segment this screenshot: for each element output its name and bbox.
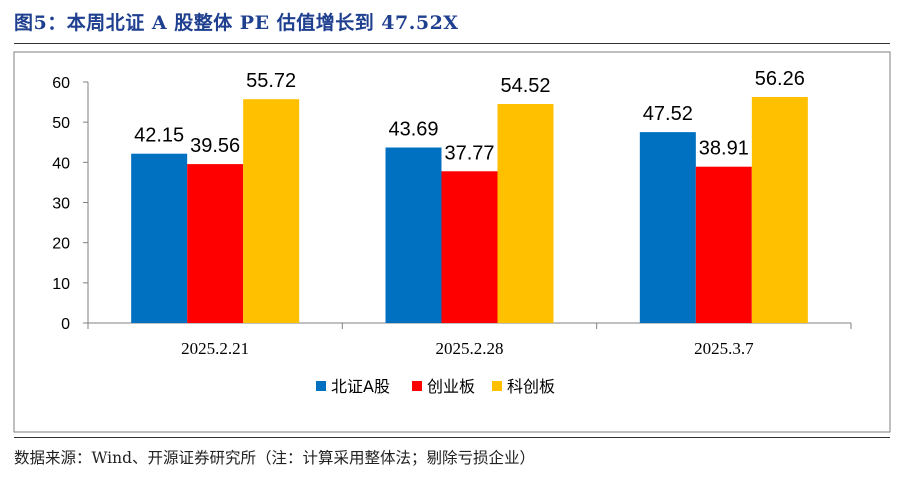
y-tick-label: 30 — [52, 196, 70, 213]
page-title: 图5：本周北证 A 股整体 PE 估值增长到 47.52X — [14, 12, 459, 34]
y-tick-label: 0 — [61, 316, 70, 333]
bar — [385, 147, 442, 323]
data-label: 56.26 — [755, 68, 805, 90]
x-tick-label: 2025.2.28 — [436, 339, 504, 358]
data-label: 39.56 — [190, 135, 240, 157]
bar — [695, 166, 752, 323]
y-tick-label: 50 — [52, 115, 70, 132]
bar — [131, 153, 188, 323]
y-tick-label: 10 — [52, 276, 70, 293]
data-label: 47.52 — [643, 103, 693, 125]
chart-data-labels: 42.15 43.69 47.52 39.56 37.77 38.91 55.72 54.52… — [134, 68, 805, 164]
legend-swatch — [316, 381, 326, 391]
legend-label: 创业板 — [427, 377, 475, 396]
bar — [187, 164, 244, 323]
legend-label: 科创板 — [507, 377, 555, 396]
source-note: 数据来源：Wind、开源证券研究所（注：计算采用整体法；剔除亏损企业） — [14, 449, 536, 467]
x-tick-label: 2025.2.21 — [181, 339, 249, 358]
source-divider — [14, 437, 890, 438]
legend-swatch — [492, 381, 502, 391]
bar — [243, 99, 300, 323]
x-tick-label: 2025.3.7 — [694, 339, 754, 358]
data-label: 55.72 — [246, 70, 296, 92]
bar — [497, 104, 554, 324]
y-tick-label: 40 — [52, 155, 70, 172]
data-label: 42.15 — [134, 125, 184, 147]
bar — [441, 171, 498, 323]
chart-frame — [13, 51, 891, 433]
data-label: 37.77 — [444, 142, 494, 164]
data-label: 54.52 — [500, 75, 550, 97]
bar — [639, 132, 696, 323]
title-divider — [14, 43, 890, 44]
legend-swatch — [412, 381, 422, 391]
bar — [751, 97, 808, 323]
y-tick-label: 20 — [52, 236, 70, 253]
chart-bars — [131, 97, 808, 324]
chart-legend: 北证A股 创业板 科创板 — [316, 377, 555, 396]
y-tick-label: 60 — [52, 75, 70, 92]
data-label: 43.69 — [388, 119, 438, 141]
data-label: 38.91 — [699, 138, 749, 160]
legend-label: 北证A股 — [331, 377, 390, 396]
